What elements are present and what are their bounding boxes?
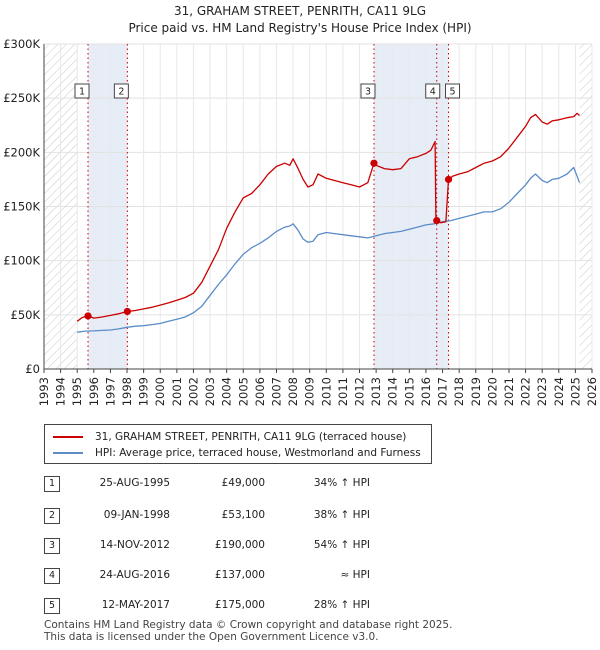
sale-price: £49,000	[221, 477, 265, 489]
x-tick-label: 2004	[220, 377, 234, 406]
sale-number-box	[74, 83, 90, 99]
x-tick-label: 1999	[137, 377, 151, 406]
sale-price: £175,000	[214, 599, 265, 611]
y-tick-label: £250K	[3, 91, 40, 105]
x-tick-label: 2005	[236, 377, 250, 406]
x-tick-label: 1994	[54, 377, 68, 406]
hpi-series-line	[77, 166, 581, 333]
y-tick-label: £300K	[3, 37, 40, 51]
x-tick-label: 2014	[386, 377, 400, 406]
sale-point	[370, 159, 378, 167]
x-tick-label: 2002	[186, 377, 200, 406]
table-row: 4 24-AUG-2016 £137,000 ≈ HPI	[0, 566, 600, 586]
sale-point	[84, 312, 92, 320]
x-tick-label: 2020	[485, 377, 499, 406]
x-tick-label: 2001	[170, 377, 184, 406]
x-tick-label: 2025	[568, 377, 582, 406]
sale-number: 3	[44, 538, 60, 554]
x-tick-label: 2007	[269, 377, 283, 406]
chart-subtitle: Price paid vs. HM Land Registry's House …	[128, 21, 472, 35]
x-tick-label: 1993	[37, 377, 51, 406]
x-tick-label: 2024	[552, 377, 566, 406]
sale-number-label: 2	[118, 87, 124, 98]
y-tick-label: £50K	[11, 308, 41, 322]
legend-swatch-hpi	[53, 452, 83, 454]
table-row: 5 12-MAY-2017 £175,000 28% ↑ HPI	[0, 596, 600, 616]
sale-date: 14-NOV-2012	[99, 539, 170, 551]
legend-label-property: 31, GRAHAM STREET, PENRITH, CA11 9LG (te…	[95, 431, 407, 443]
sale-hpi: 34% ↑ HPI	[313, 477, 370, 489]
y-tick-label: £150K	[3, 200, 40, 214]
sale-point	[444, 175, 453, 184]
sale-point	[433, 216, 441, 225]
y-tick-label: £100K	[3, 254, 40, 268]
sale-date: 25-AUG-1995	[99, 477, 170, 489]
y-tick-label: £0	[25, 362, 40, 376]
sale-number-box	[445, 83, 461, 99]
x-tick-label: 2010	[319, 377, 333, 406]
sale-number-label: 5	[450, 87, 456, 98]
price-chart: 1 2 3 4 5 £0 £50K £100K £150K £200K £250K £300K 199…	[3, 37, 599, 406]
x-tick-label: 2006	[253, 377, 267, 406]
sale-number: 5	[44, 598, 60, 614]
x-tick-label: 1996	[87, 377, 101, 406]
footer-copyright: Contains HM Land Registry data © Crown c…	[44, 619, 453, 631]
x-tick-label: 1998	[120, 377, 134, 406]
sale-number-box	[425, 83, 441, 99]
x-tick-label: 2012	[353, 377, 367, 406]
x-tick-label: 2026	[585, 377, 599, 406]
footer-licence: This data is licensed under the Open Gov…	[44, 631, 379, 643]
legend: 31, GRAHAM STREET, PENRITH, CA11 9LG (te…	[44, 424, 432, 464]
table-row: 2 09-JAN-1998 £53,100 38% ↑ HPI	[0, 506, 600, 526]
sale-number: 4	[44, 568, 60, 584]
legend-swatch-property	[53, 436, 83, 438]
sale-point	[123, 307, 131, 316]
sale-number: 2	[44, 508, 60, 524]
x-tick-label: 2017	[436, 377, 450, 406]
sale-price: £53,100	[221, 509, 265, 521]
x-tick-label: 2000	[153, 377, 167, 406]
x-tick-label: 1995	[70, 377, 84, 406]
sale-date: 09-JAN-1998	[103, 509, 170, 521]
x-tick-label: 1997	[103, 377, 117, 406]
sale-date: 24-AUG-2016	[99, 569, 170, 581]
x-tick-label: 2021	[502, 377, 516, 406]
x-tick-label: 2011	[336, 377, 350, 406]
y-tick-label: £200K	[3, 145, 40, 159]
x-tick-label: 2008	[286, 377, 300, 406]
sale-price: £190,000	[214, 539, 265, 551]
sale-hpi: 38% ↑ HPI	[313, 509, 370, 521]
sale-number-label: 1	[79, 87, 85, 98]
table-row: 3 14-NOV-2012 £190,000 54% ↑ HPI	[0, 536, 600, 556]
sale-number-box	[360, 83, 376, 99]
sale-number: 1	[44, 476, 60, 492]
x-tick-label: 2013	[369, 377, 383, 406]
x-tick-label: 2018	[452, 377, 466, 406]
x-tick-label: 2015	[402, 377, 416, 406]
sale-hpi: ≈ HPI	[340, 569, 370, 581]
chart-title: 31, GRAHAM STREET, PENRITH, CA11 9LG	[173, 4, 426, 18]
x-tick-label: 2003	[203, 377, 217, 406]
table-row: 1 25-AUG-1995 £49,000 34% ↑ HPI	[0, 474, 600, 494]
footer: Contains HM Land Registry data © Crown c…	[44, 619, 452, 643]
property-series-line	[76, 112, 580, 322]
x-tick-label: 2019	[469, 377, 483, 406]
sale-number-box	[113, 83, 129, 99]
x-tick-label: 2016	[419, 377, 433, 406]
sale-hpi: 54% ↑ HPI	[313, 539, 370, 551]
sale-number-label: 3	[365, 87, 371, 98]
sale-hpi: 28% ↑ HPI	[313, 599, 370, 611]
sale-number-label: 4	[430, 87, 436, 98]
legend-label-hpi: HPI: Average price, terraced house, West…	[95, 447, 421, 459]
sale-price: £137,000	[214, 569, 265, 581]
x-tick-label: 2009	[303, 377, 317, 406]
sale-date: 12-MAY-2017	[101, 599, 170, 611]
x-tick-label: 2023	[535, 377, 549, 406]
x-tick-label: 2022	[519, 377, 533, 406]
